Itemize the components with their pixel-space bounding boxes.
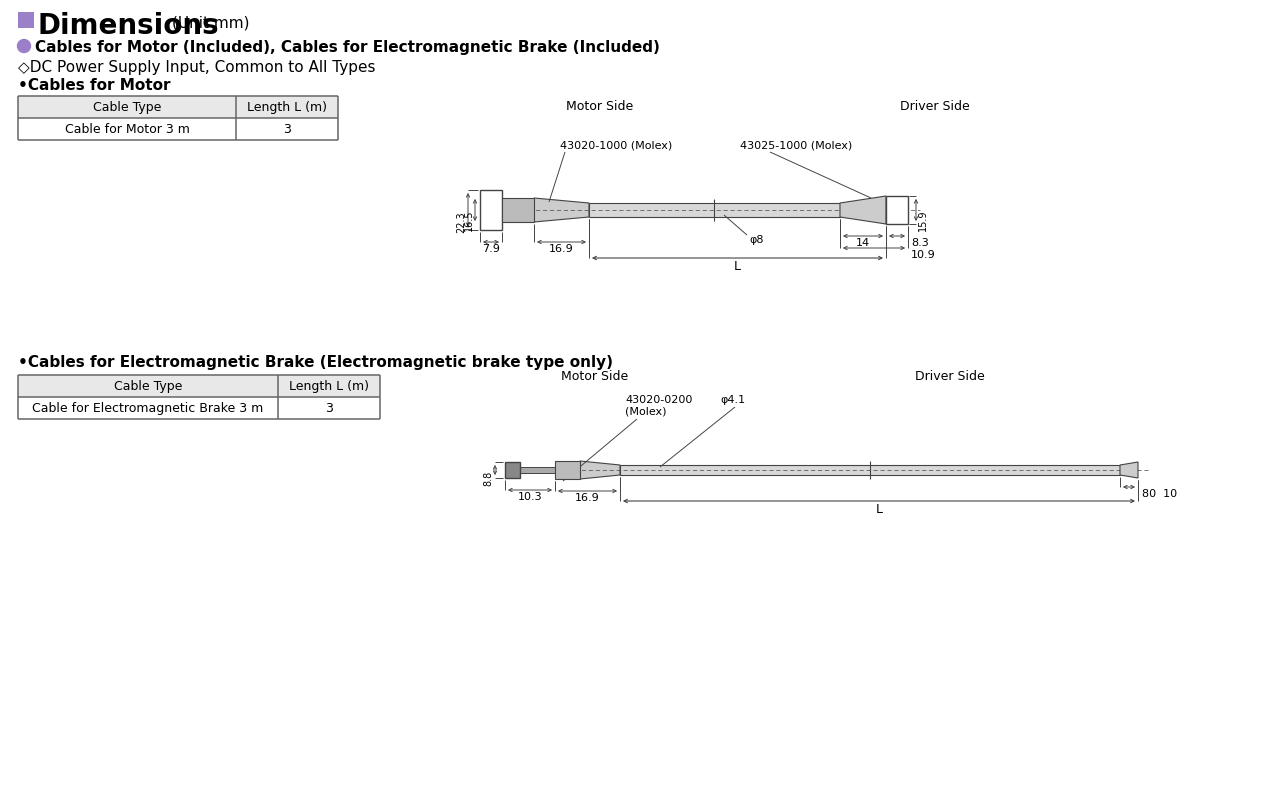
Text: 22.3: 22.3 <box>456 211 466 233</box>
Text: Length L (m): Length L (m) <box>247 101 326 114</box>
Text: φ8: φ8 <box>749 235 763 245</box>
Bar <box>18 96 338 118</box>
Text: Cables for Motor (Included), Cables for Electromagnetic Brake (Included): Cables for Motor (Included), Cables for … <box>35 40 660 55</box>
Polygon shape <box>534 198 589 222</box>
Bar <box>886 196 908 224</box>
Bar <box>480 190 502 230</box>
Text: 8.8: 8.8 <box>483 471 493 486</box>
Text: φ4.1: φ4.1 <box>719 395 745 405</box>
Text: Driver Side: Driver Side <box>900 100 970 113</box>
Text: ◇DC Power Supply Input, Common to All Types: ◇DC Power Supply Input, Common to All Ty… <box>18 60 375 75</box>
Text: 16.9: 16.9 <box>575 493 599 503</box>
Text: 10.9: 10.9 <box>911 250 936 260</box>
Text: 80  10: 80 10 <box>1142 489 1178 499</box>
Text: Motor Side: Motor Side <box>562 370 628 383</box>
Text: L: L <box>733 260 741 273</box>
Text: 43020-0200: 43020-0200 <box>625 395 692 405</box>
Polygon shape <box>1120 462 1138 478</box>
Text: •Cables for Motor: •Cables for Motor <box>18 78 170 93</box>
Text: Cable Type: Cable Type <box>93 101 161 114</box>
Text: 8.3: 8.3 <box>911 238 929 248</box>
Text: Cable for Motor 3 m: Cable for Motor 3 m <box>64 123 189 136</box>
Text: 16.5: 16.5 <box>465 209 474 231</box>
Text: Driver Side: Driver Side <box>915 370 984 383</box>
Text: 43025-1000 (Molex): 43025-1000 (Molex) <box>740 140 852 150</box>
Bar <box>556 461 580 479</box>
Bar <box>18 375 380 397</box>
Text: Motor Side: Motor Side <box>566 100 634 113</box>
Polygon shape <box>840 196 886 224</box>
Bar <box>502 198 534 222</box>
Text: 43020-1000 (Molex): 43020-1000 (Molex) <box>561 140 672 150</box>
Polygon shape <box>580 461 620 479</box>
Text: 16.9: 16.9 <box>549 244 573 254</box>
Text: 7.9: 7.9 <box>483 244 500 254</box>
Bar <box>589 203 840 217</box>
Bar <box>18 12 35 28</box>
Bar <box>520 467 556 473</box>
Circle shape <box>18 40 31 52</box>
Text: 14: 14 <box>856 238 870 248</box>
Bar <box>620 465 1120 475</box>
Text: Cable Type: Cable Type <box>114 380 182 393</box>
Text: Cable for Electromagnetic Brake 3 m: Cable for Electromagnetic Brake 3 m <box>32 402 264 415</box>
Text: (Molex): (Molex) <box>625 407 667 417</box>
Text: 10.3: 10.3 <box>517 492 543 502</box>
Text: (Unit mm): (Unit mm) <box>172 16 250 31</box>
Text: Length L (m): Length L (m) <box>289 380 369 393</box>
Bar <box>506 462 520 478</box>
Text: Dimensions: Dimensions <box>38 12 220 40</box>
Text: 15.9: 15.9 <box>918 209 928 231</box>
Text: •Cables for Electromagnetic Brake (Electromagnetic brake type only): •Cables for Electromagnetic Brake (Elect… <box>18 355 613 370</box>
Text: L: L <box>876 503 882 516</box>
Text: 3: 3 <box>283 123 291 136</box>
Text: 3: 3 <box>325 402 333 415</box>
